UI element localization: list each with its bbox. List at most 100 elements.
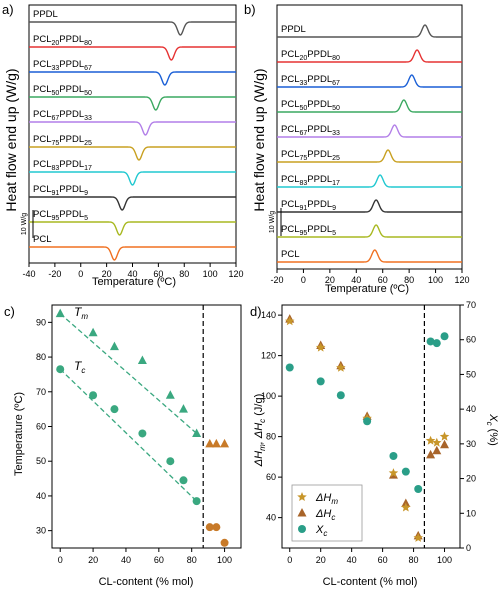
panel-c-tm-main: T bbox=[74, 305, 83, 319]
panel-b-curves bbox=[277, 24, 462, 263]
series-label-part: PPDL bbox=[59, 159, 84, 170]
xtick-label: 100 bbox=[217, 555, 232, 565]
xtick-label: -20 bbox=[48, 269, 61, 279]
series-label-part: PPDL bbox=[33, 9, 58, 20]
series-label: PCL83PPDL17 bbox=[33, 159, 92, 172]
xtick-label: 20 bbox=[316, 555, 326, 565]
series-label-part: PPDL bbox=[307, 199, 332, 210]
series-label-part: 83 bbox=[299, 180, 307, 187]
panel-d-ylabel-right-unit: (%) bbox=[487, 426, 499, 446]
series-label-part: PCL bbox=[33, 134, 51, 145]
series-label-part: 5 bbox=[84, 215, 88, 222]
series-label: PCL91PPDL9 bbox=[33, 184, 88, 197]
ytick-label: 140 bbox=[261, 310, 276, 320]
dsc-curve bbox=[29, 71, 236, 86]
series-label-part: PCL bbox=[33, 159, 51, 170]
xtick-label: 100 bbox=[428, 275, 443, 285]
series-label: PCL95PPDL5 bbox=[281, 224, 336, 237]
series-label-part: PCL bbox=[33, 184, 51, 195]
panel-d-ylabel-left-mid: , ΔH bbox=[253, 423, 265, 444]
circle-marker bbox=[426, 337, 435, 346]
legend-label-sub: m bbox=[331, 497, 338, 506]
y2tick-label: 10 bbox=[466, 508, 476, 518]
series-label: PCL75PPDL25 bbox=[33, 134, 92, 147]
series-label-part: PPDL bbox=[307, 49, 332, 60]
xtick-label: -40 bbox=[22, 269, 35, 279]
circle-marker bbox=[56, 365, 65, 374]
circle-marker bbox=[179, 476, 188, 485]
series-label-part: 80 bbox=[332, 55, 340, 62]
series-label-part: PCL bbox=[281, 174, 299, 185]
panel-c-tc-label: Tc bbox=[74, 359, 85, 375]
y2tick-label: 40 bbox=[466, 404, 476, 414]
xtick-label: 40 bbox=[127, 269, 137, 279]
panel-a-scalebar-label: 10 W/g bbox=[21, 213, 28, 235]
panel-d-ylabel-left-sub1: m bbox=[258, 444, 267, 451]
y2tick-label: 30 bbox=[466, 439, 476, 449]
xtick-label: 0 bbox=[58, 555, 63, 565]
panel-d-ylabel-left-unit: (J/g) bbox=[253, 394, 265, 419]
dsc-curve bbox=[277, 174, 462, 188]
triangle-marker bbox=[432, 445, 442, 455]
circle-marker bbox=[440, 332, 449, 341]
series-label-part: 33 bbox=[51, 65, 59, 72]
series-label: PCL95PPDL5 bbox=[33, 209, 88, 222]
circle-marker bbox=[110, 405, 119, 414]
series-label-part: PCL bbox=[33, 209, 51, 220]
panel-a-xticks: -40 -20 0 20 40 60 80 100 120 bbox=[22, 263, 244, 279]
series-label: PCL91PPDL9 bbox=[281, 199, 336, 212]
series-label-part: 50 bbox=[332, 105, 340, 112]
dsc-curve bbox=[29, 246, 236, 261]
xtick-label: 20 bbox=[325, 275, 335, 285]
trend-line bbox=[59, 368, 198, 502]
panel-a-letter: a) bbox=[2, 2, 14, 17]
triangle-marker bbox=[440, 439, 450, 449]
star-marker bbox=[425, 435, 436, 445]
star-marker bbox=[439, 431, 450, 441]
series-label: PCL33PPDL67 bbox=[33, 59, 92, 72]
xtick-label: 40 bbox=[121, 555, 131, 565]
xtick-label: 120 bbox=[228, 269, 243, 279]
legend-label-main: X bbox=[315, 524, 324, 536]
panel-b-scalebar-label: 10 W/g bbox=[269, 211, 276, 233]
xtick-label: 100 bbox=[437, 555, 452, 565]
dsc-curve bbox=[277, 49, 462, 63]
series-label-part: PPDL bbox=[307, 149, 332, 160]
series-label-part: 67 bbox=[299, 130, 307, 137]
panel-c-marks bbox=[55, 305, 230, 548]
triangle-marker bbox=[211, 438, 221, 448]
panel-d-ticks: 0 20 40 60 80 100 40 60 80 100 120 140 0 10 20 30 40 50 60… bbox=[261, 300, 476, 565]
series-label: PCL bbox=[33, 234, 51, 245]
series-label-part: 25 bbox=[84, 140, 92, 147]
triangle-marker bbox=[137, 355, 147, 365]
series-label-part: PCL bbox=[281, 99, 299, 110]
dsc-curve bbox=[29, 171, 236, 186]
panel-b-xticks: -20 0 20 40 60 80 100 120 bbox=[270, 269, 470, 285]
triangle-marker bbox=[55, 308, 65, 318]
series-label-part: 95 bbox=[299, 230, 307, 237]
xtick-label: 40 bbox=[351, 275, 361, 285]
ytick-label: 30 bbox=[36, 526, 46, 536]
ytick-label: 50 bbox=[36, 456, 46, 466]
series-label-part: 50 bbox=[84, 90, 92, 97]
ytick-label: 70 bbox=[36, 387, 46, 397]
series-label-part: 9 bbox=[332, 205, 336, 212]
circle-marker bbox=[205, 523, 214, 532]
circle-marker bbox=[401, 467, 410, 476]
series-label-part: 80 bbox=[84, 40, 92, 47]
dsc-curve bbox=[29, 196, 236, 211]
xtick-label: 80 bbox=[404, 275, 414, 285]
legend-label-sub: c bbox=[323, 529, 327, 538]
dsc-curve bbox=[29, 46, 236, 61]
panel-c-tm-label: Tm bbox=[74, 305, 88, 321]
series-label: PCL50PPDL50 bbox=[33, 84, 92, 97]
dsc-curve bbox=[277, 24, 462, 38]
triangle-marker bbox=[109, 341, 119, 351]
series-label: PCL20PPDL80 bbox=[281, 49, 340, 62]
y2tick-label: 50 bbox=[466, 369, 476, 379]
series-label-part: PPDL bbox=[307, 174, 332, 185]
series-label-part: 75 bbox=[299, 155, 307, 162]
series-label: PCL75PPDL25 bbox=[281, 149, 340, 162]
dsc-curve bbox=[29, 21, 236, 36]
ytick-label: 40 bbox=[36, 491, 46, 501]
